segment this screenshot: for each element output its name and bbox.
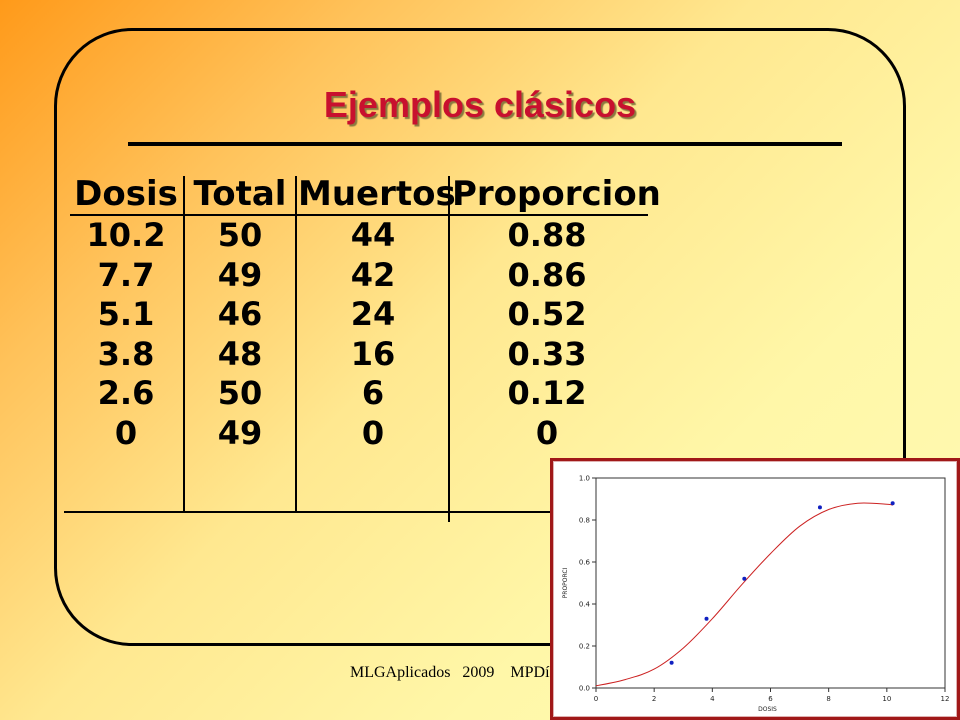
cell-muertos: 44 bbox=[350, 216, 396, 254]
cell-total: 46 bbox=[217, 295, 263, 333]
table-bottom-rule bbox=[64, 511, 650, 513]
cell-muertos: 24 bbox=[350, 295, 396, 333]
cell-total: 49 bbox=[217, 413, 263, 452]
y-tick-label: 0.4 bbox=[579, 601, 591, 609]
cell-proporcion: 0.52 bbox=[507, 295, 587, 333]
x-tick-label: 2 bbox=[652, 695, 656, 703]
dose-response-plot: 0 2 4 6 8 10 12 0.0 0.2 0.4 0.6 0.8 1.0 DOSIS PROPORCI bbox=[550, 458, 960, 720]
cell-dosis: 0 bbox=[114, 413, 138, 452]
cell-proporcion: 0 bbox=[535, 413, 559, 452]
x-tick-label: 6 bbox=[768, 695, 773, 703]
cell-dosis: 5.1 bbox=[97, 295, 155, 333]
cell-total: 50 bbox=[217, 216, 263, 254]
cell-muertos: 0 bbox=[361, 413, 385, 452]
cell-dosis: 3.8 bbox=[97, 334, 155, 373]
cell-proporcion: 0.33 bbox=[507, 334, 587, 373]
cell-proporcion: 0.88 bbox=[507, 216, 587, 254]
column-proporcion: Proporcion 0.88 0.86 0.52 0.33 0.12 0 bbox=[452, 172, 661, 453]
cell-dosis: 2.6 bbox=[97, 374, 155, 412]
data-point bbox=[669, 660, 674, 665]
data-point bbox=[817, 505, 822, 510]
cell-dosis: 10.2 bbox=[86, 216, 166, 254]
data-point bbox=[742, 576, 747, 581]
column-divider bbox=[183, 176, 185, 512]
chart-svg: 0 2 4 6 8 10 12 0.0 0.2 0.4 0.6 0.8 1.0 DOSIS PROPORCI bbox=[562, 475, 950, 714]
fitted-curve bbox=[595, 502, 893, 687]
plot-area-frame bbox=[595, 477, 946, 689]
x-tick-label: 8 bbox=[826, 695, 830, 703]
x-tick-label: 0 bbox=[594, 695, 598, 703]
y-tick-label: 0.2 bbox=[579, 643, 590, 651]
x-tick-label: 10 bbox=[882, 695, 891, 703]
title-underline bbox=[128, 142, 842, 146]
slide-title: Ejemplos clásicos bbox=[323, 84, 637, 125]
y-tick-label: 0.8 bbox=[579, 517, 590, 525]
column-total: Total 50 49 46 48 50 49 bbox=[186, 172, 294, 453]
column-divider bbox=[448, 176, 450, 522]
y-axis-label: PROPORCI bbox=[562, 567, 569, 598]
cell-muertos: 6 bbox=[361, 374, 385, 412]
column-dosis: Dosis 10.2 7.7 5.1 3.8 2.6 0 bbox=[70, 172, 182, 453]
y-tick-label: 0.0 bbox=[579, 685, 590, 693]
column-muertos: Muertos 44 42 24 16 6 0 bbox=[298, 172, 456, 453]
header-dosis: Dosis bbox=[74, 174, 178, 214]
x-axis-label: DOSIS bbox=[758, 706, 777, 713]
cell-total: 48 bbox=[217, 334, 263, 373]
header-proporcion: Proporcion bbox=[452, 174, 661, 214]
data-point bbox=[890, 501, 895, 506]
cell-total: 49 bbox=[217, 255, 263, 294]
data-table: Dosis 10.2 7.7 5.1 3.8 2.6 0 Total 50 49… bbox=[64, 172, 661, 522]
cell-dosis: 7.7 bbox=[97, 255, 155, 294]
header-divider bbox=[70, 214, 648, 216]
cell-proporcion: 0.12 bbox=[507, 374, 587, 412]
cell-proporcion: 0.86 bbox=[507, 255, 587, 294]
cell-muertos: 42 bbox=[350, 255, 396, 294]
cell-total: 50 bbox=[217, 374, 263, 412]
header-muertos: Muertos bbox=[298, 174, 456, 214]
y-tick-label: 1.0 bbox=[579, 475, 590, 483]
x-tick-label: 4 bbox=[710, 695, 715, 703]
y-tick-label: 0.6 bbox=[579, 559, 591, 567]
column-divider bbox=[295, 176, 297, 512]
slide-footer: MLGAplicados 2009 MPDíaz bbox=[350, 664, 564, 681]
slide-frame bbox=[54, 28, 906, 646]
data-point bbox=[704, 616, 709, 621]
cell-muertos: 16 bbox=[350, 334, 396, 373]
x-tick-label: 12 bbox=[941, 695, 950, 703]
header-total: Total bbox=[193, 174, 287, 214]
